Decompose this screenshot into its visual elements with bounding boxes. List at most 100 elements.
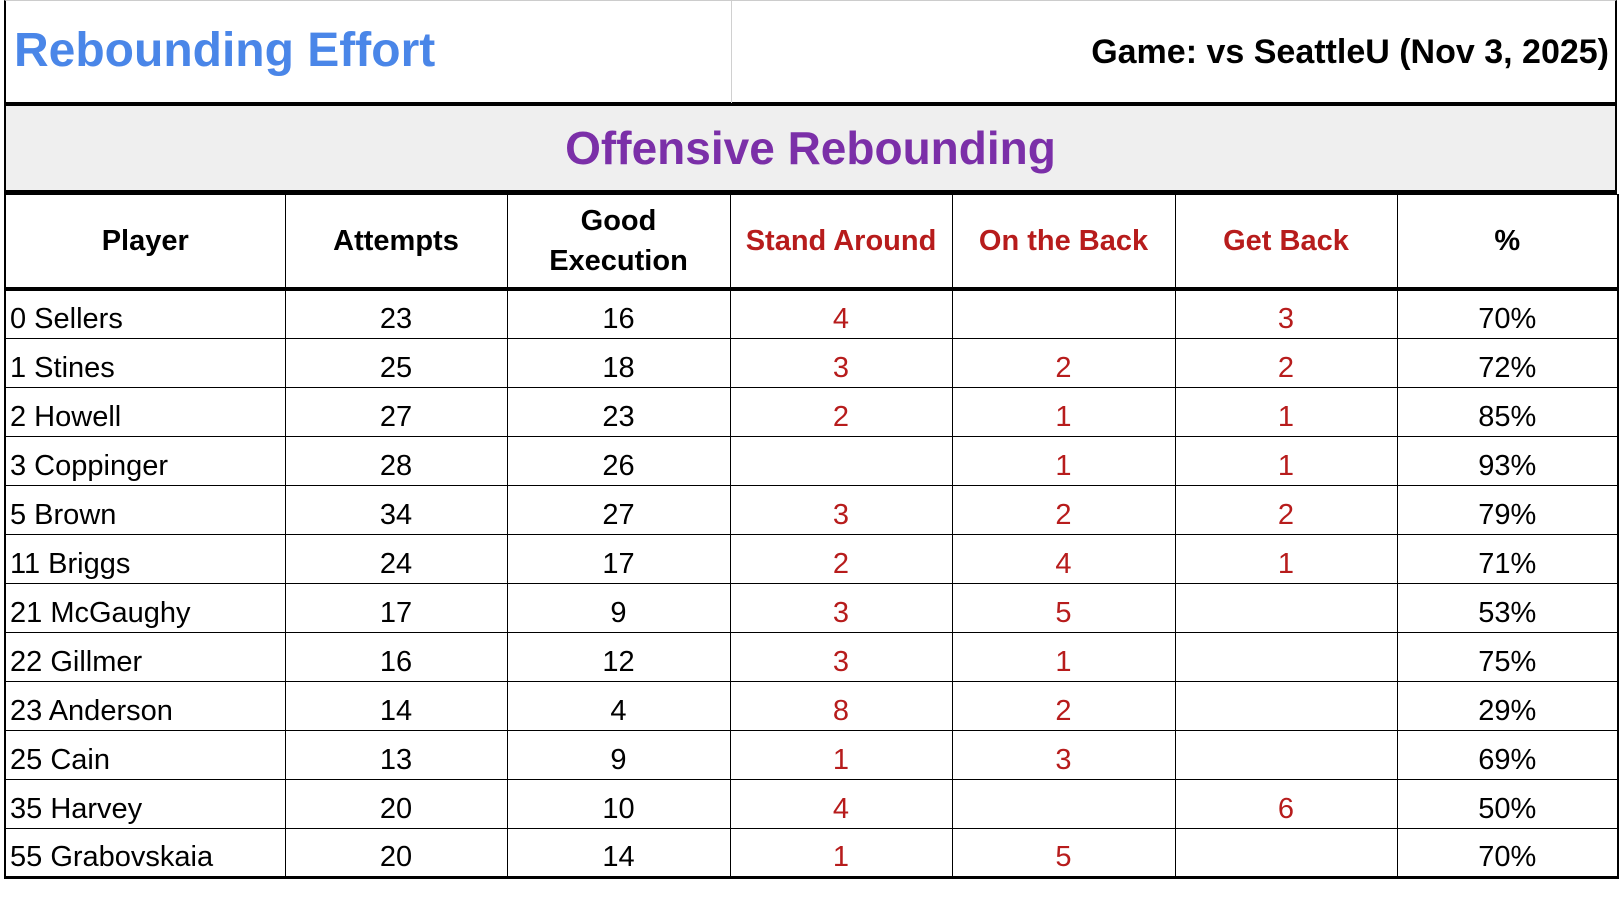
stat-cell: 9 <box>506 729 731 780</box>
table-row: 5 Brown 34 27 3 2 2 79% <box>4 484 1619 535</box>
stat-cell: 8 <box>729 680 953 731</box>
stat-cell: 23 <box>506 386 731 437</box>
stat-cell: 26 <box>506 435 731 486</box>
stat-cell: 18 <box>506 337 731 388</box>
column-header: % <box>1396 194 1619 291</box>
table-row: 1 Stines 25 18 3 2 2 72% <box>4 337 1619 388</box>
table-row: 23 Anderson 14 4 8 2 29% <box>4 680 1619 731</box>
report-title: Rebounding Effort <box>14 24 436 77</box>
header-row: Player Attempts Good Execution Stand Around… <box>4 194 1619 291</box>
stat-cell: 17 <box>284 582 508 633</box>
stat-cell: 12 <box>506 631 731 682</box>
stat-cell: 1 <box>1174 435 1398 486</box>
stat-cell: 10 <box>506 778 731 829</box>
stat-cell: 2 <box>951 337 1176 388</box>
stat-cell: 16 <box>284 631 508 682</box>
stat-cell: 4 <box>506 680 731 731</box>
stat-cell: 1 <box>951 435 1176 486</box>
stat-cell: 4 <box>729 288 953 339</box>
player-cell: 23 Anderson <box>4 680 286 731</box>
stat-cell: 1 <box>951 386 1176 437</box>
player-cell: 11 Briggs <box>4 533 286 584</box>
stat-cell: 5 <box>951 827 1176 878</box>
stat-cell: 16 <box>506 288 731 339</box>
player-cell: 2 Howell <box>4 386 286 437</box>
stat-cell: 6 <box>1174 778 1398 829</box>
stat-cell: 3 <box>729 337 953 388</box>
stat-cell: 2 <box>951 484 1176 535</box>
stat-cell: 3 <box>951 729 1176 780</box>
stat-cell: 93% <box>1396 435 1619 486</box>
column-header: On the Back <box>951 194 1176 291</box>
stat-cell: 2 <box>1174 337 1398 388</box>
table-row: 3 Coppinger 28 26 1 1 93% <box>4 435 1619 486</box>
stat-cell <box>1174 631 1398 682</box>
divider <box>731 1 732 103</box>
column-header: Stand Around <box>729 194 953 291</box>
stat-cell: 1 <box>951 631 1176 682</box>
stat-cell <box>729 435 953 486</box>
stat-cell: 3 <box>729 582 953 633</box>
stat-cell: 25 <box>284 337 508 388</box>
stat-cell <box>1174 582 1398 633</box>
stat-cell: 14 <box>284 680 508 731</box>
stat-cell: 1 <box>1174 386 1398 437</box>
stat-cell: 1 <box>729 729 953 780</box>
stat-cell: 20 <box>284 778 508 829</box>
stat-cell: 85% <box>1396 386 1619 437</box>
stat-cell: 14 <box>506 827 731 878</box>
stat-cell: 28 <box>284 435 508 486</box>
player-cell: 55 Grabovskaia <box>4 827 286 878</box>
column-header: Player <box>4 194 286 291</box>
table-row: 22 Gillmer 16 12 3 1 75% <box>4 631 1619 682</box>
section-title: Offensive Rebounding <box>565 122 1056 174</box>
table-body: 0 Sellers 23 16 4 3 70% 1 Stines 25 18 3 2 2 72% 2 Ho… <box>4 288 1619 878</box>
table-row: 25 Cain 13 9 1 3 69% <box>4 729 1619 780</box>
stat-cell: 1 <box>1174 533 1398 584</box>
game-label: Game: vs SeattleU (Nov 3, 2025) <box>1091 33 1609 71</box>
stat-cell: 70% <box>1396 288 1619 339</box>
stat-cell: 79% <box>1396 484 1619 535</box>
stat-cell: 27 <box>506 484 731 535</box>
stat-cell: 50% <box>1396 778 1619 829</box>
stat-cell <box>1174 827 1398 878</box>
table-row: 55 Grabovskaia 20 14 1 5 70% <box>4 827 1619 878</box>
stat-cell: 1 <box>729 827 953 878</box>
player-cell: 21 McGaughy <box>4 582 286 633</box>
stat-cell: 20 <box>284 827 508 878</box>
stat-cell: 17 <box>506 533 731 584</box>
stat-cell: 34 <box>284 484 508 535</box>
player-cell: 0 Sellers <box>4 288 286 339</box>
player-cell: 5 Brown <box>4 484 286 535</box>
stat-cell: 29% <box>1396 680 1619 731</box>
player-cell: 25 Cain <box>4 729 286 780</box>
stat-cell: 71% <box>1396 533 1619 584</box>
stat-cell: 24 <box>284 533 508 584</box>
stat-cell <box>1174 680 1398 731</box>
title-bar: Rebounding Effort Game: vs SeattleU (Nov… <box>4 0 1617 106</box>
table-row: 35 Harvey 20 10 4 6 50% <box>4 778 1619 829</box>
player-cell: 22 Gillmer <box>4 631 286 682</box>
stat-cell: 9 <box>506 582 731 633</box>
player-cell: 35 Harvey <box>4 778 286 829</box>
stat-cell: 3 <box>729 631 953 682</box>
stat-cell <box>1174 729 1398 780</box>
stat-cell: 69% <box>1396 729 1619 780</box>
table-row: 21 McGaughy 17 9 3 5 53% <box>4 582 1619 633</box>
stat-cell <box>951 288 1176 339</box>
stat-cell: 2 <box>729 386 953 437</box>
stat-cell: 2 <box>729 533 953 584</box>
player-cell: 3 Coppinger <box>4 435 286 486</box>
table-row: 2 Howell 27 23 2 1 1 85% <box>4 386 1619 437</box>
column-header: Attempts <box>284 194 508 291</box>
stat-cell: 3 <box>1174 288 1398 339</box>
stat-cell <box>951 778 1176 829</box>
stat-cell: 72% <box>1396 337 1619 388</box>
player-cell: 1 Stines <box>4 337 286 388</box>
stat-cell: 3 <box>729 484 953 535</box>
stat-cell: 4 <box>729 778 953 829</box>
column-header: Get Back <box>1174 194 1398 291</box>
stat-cell: 75% <box>1396 631 1619 682</box>
rebound-table: Player Attempts Good Execution Stand Around… <box>4 194 1619 879</box>
